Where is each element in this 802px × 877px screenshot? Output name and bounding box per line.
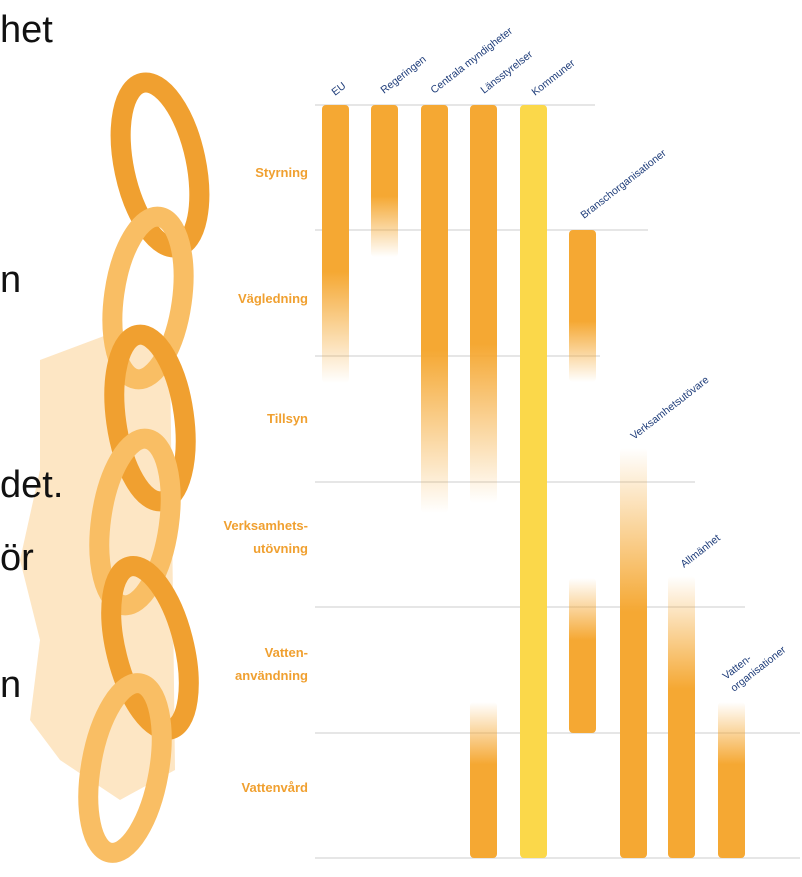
row-label: användning [235,668,308,683]
left-text: het [0,9,53,51]
column-label: Regeringen [378,53,428,96]
column-label: EU [329,80,348,98]
column-label: Centrala myndigheter [428,25,515,97]
bars [322,105,745,858]
column-label: Verksamhetsutövare [628,374,711,442]
row-label: Verksamhets- [223,518,308,533]
row-label: Vattenvård [242,780,309,795]
column-label: Branschorganisationer [578,147,669,221]
chain [78,72,210,863]
row-label: Styrning [255,165,308,180]
row-label: Vatten- [265,645,308,660]
row-label: utövning [253,541,308,556]
left-text: n [0,664,21,706]
column-label: Allmänhet [678,532,722,570]
row-label: Tillsyn [267,411,308,426]
column-label: Kommuner [529,57,577,98]
left-text: ör [0,537,34,579]
left-text: n [0,259,21,301]
left-text: det. [0,464,63,506]
row-label: Vägledning [238,291,308,306]
